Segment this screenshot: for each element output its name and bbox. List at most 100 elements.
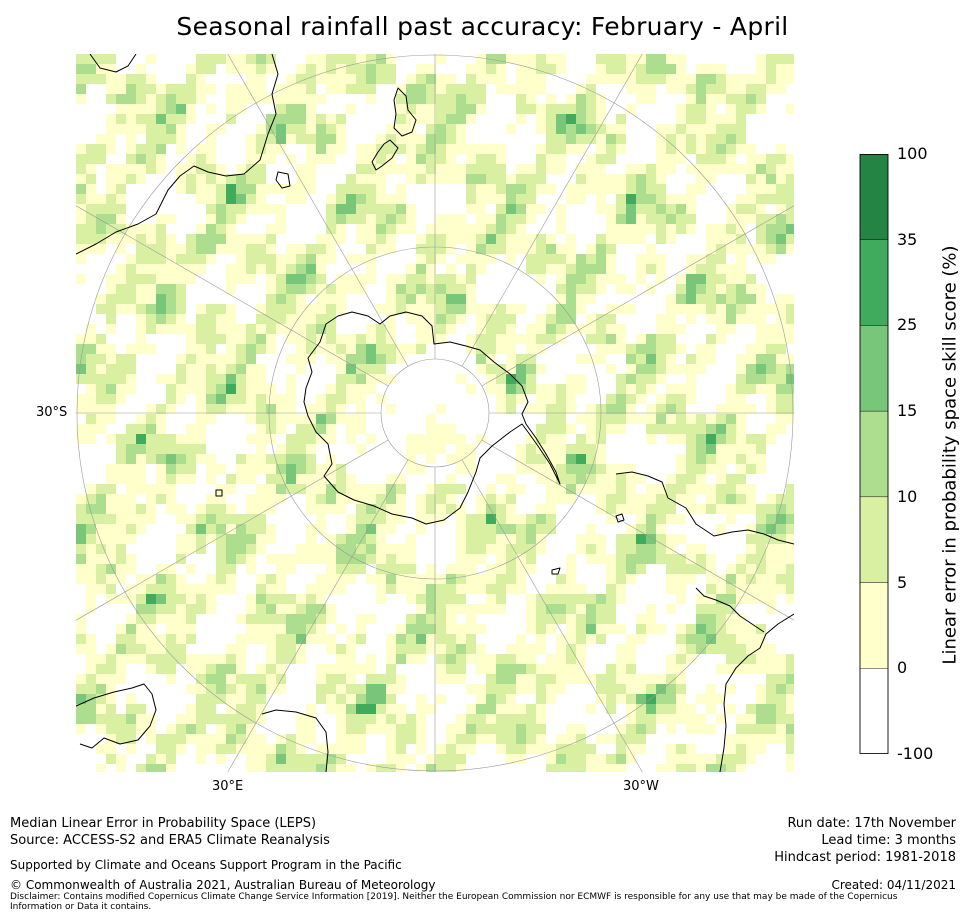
skill-cell [256,424,266,434]
skill-cell [586,104,596,114]
skill-cell [626,754,636,764]
skill-cell [536,104,546,114]
skill-cell [376,354,386,364]
skill-cell [536,714,546,724]
skill-cell [696,64,706,74]
skill-cell [296,254,306,264]
skill-cell [266,114,276,124]
skill-cell [696,634,706,644]
skill-cell [416,514,426,524]
skill-cell [746,484,756,494]
skill-cell [526,174,536,184]
skill-cell [636,624,646,634]
skill-cell [136,344,146,354]
skill-cell [136,114,146,124]
skill-cell [526,444,536,454]
skill-cell [116,474,126,484]
skill-cell [696,144,706,154]
skill-cell [366,54,376,64]
skill-cell [596,144,606,154]
colorbar-tick-label: 25 [897,315,918,335]
skill-cell [676,694,686,704]
skill-cell [326,764,336,772]
skill-cell [666,54,676,64]
skill-cell [756,634,766,644]
skill-cell [156,414,166,424]
skill-cell [726,594,736,604]
skill-cell [306,524,316,534]
skill-cell [746,444,756,454]
skill-cell [276,674,286,684]
skill-cell [126,464,136,474]
skill-cell [566,254,576,264]
skill-cell [316,604,326,614]
skill-cell [596,684,606,694]
skill-cell [736,214,746,224]
skill-cell [656,494,666,504]
skill-cell [106,594,116,604]
skill-cell [776,524,786,534]
skill-cell [636,674,646,684]
skill-cell [86,524,96,534]
skill-cell [716,124,726,134]
skill-cell [326,204,336,214]
skill-cell [646,714,656,724]
skill-cell [426,304,436,314]
skill-cell [386,134,396,144]
skill-cell [256,344,266,354]
skill-cell [706,444,716,454]
skill-cell [326,194,336,204]
skill-cell [566,584,576,594]
skill-cell [76,244,86,254]
skill-cell [616,754,626,764]
skill-cell [616,684,626,694]
skill-cell [476,244,486,254]
skill-cell [496,604,506,614]
skill-cell [366,224,376,234]
skill-cell [696,114,706,124]
skill-cell [506,384,516,394]
skill-cell [146,234,156,244]
skill-cell [236,94,246,104]
skill-cell [86,204,96,214]
skill-cell [676,664,686,674]
skill-cell [216,364,226,374]
skill-cell [586,434,596,444]
skill-cell [616,64,626,74]
skill-cell [106,224,116,234]
skill-cell [396,644,406,654]
skill-cell [416,654,426,664]
skill-cell [326,154,336,164]
skill-cell [736,294,746,304]
skill-cell [696,554,706,564]
skill-cell [506,564,516,574]
skill-cell [566,724,576,734]
skill-cell [536,204,546,214]
skill-cell [386,164,396,174]
skill-cell [736,234,746,244]
skill-cell [206,454,216,464]
skill-cell [326,414,336,424]
skill-cell [736,764,746,772]
skill-cell [726,264,736,274]
skill-cell [726,504,736,514]
skill-cell [786,184,794,194]
skill-cell [406,614,416,624]
skill-cell [316,74,326,84]
skill-cell [486,674,496,684]
skill-cell [226,64,236,74]
skill-cell [106,504,116,514]
skill-cell [386,704,396,714]
skill-cell [116,494,126,504]
skill-cell [196,394,206,404]
skill-cell [606,674,616,684]
skill-cell [206,124,216,134]
skill-cell [756,594,766,604]
skill-cell [576,604,586,614]
skill-cell [246,354,256,364]
skill-cell [526,434,536,444]
skill-cell [256,334,266,344]
skill-cell [486,54,496,64]
skill-cell [146,324,156,334]
skill-cell [526,454,536,464]
